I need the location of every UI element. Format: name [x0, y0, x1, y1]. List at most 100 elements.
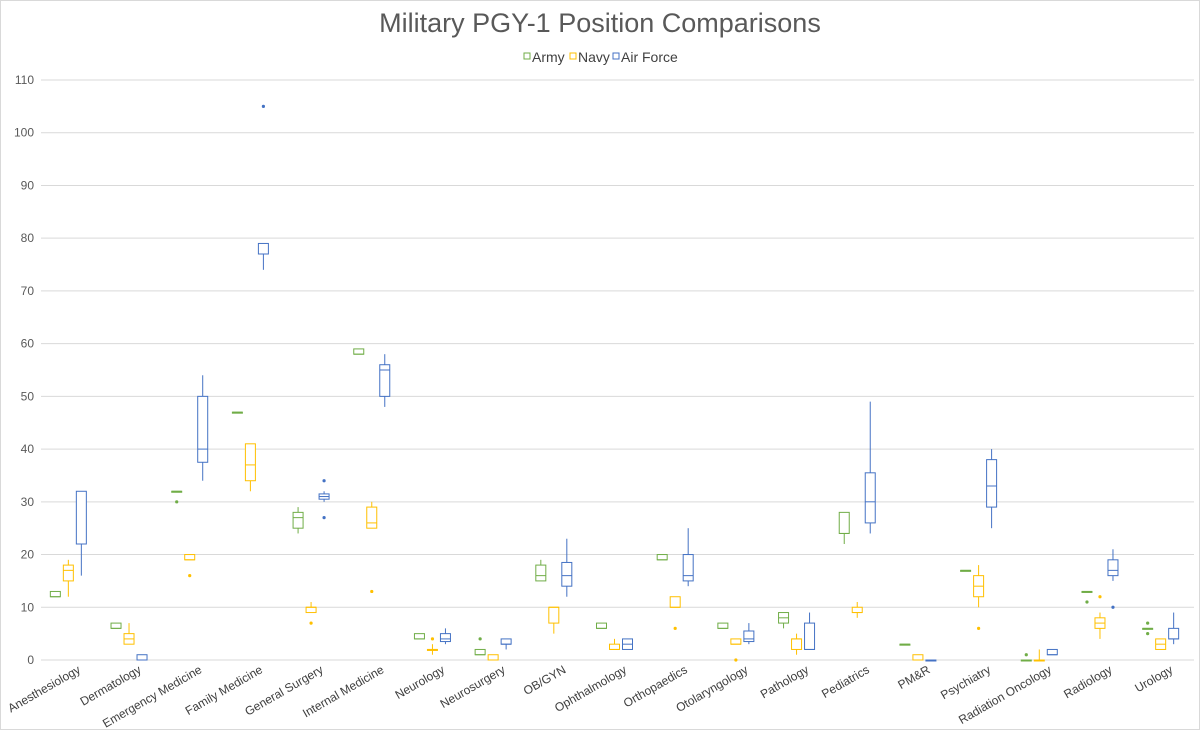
box-iqr	[244, 443, 256, 482]
x-tick-label: Pediatrics	[819, 662, 872, 700]
box-dermatology	[136, 654, 148, 661]
box-emergency-medicine	[197, 375, 209, 481]
x-tick-label: Anesthesiology	[5, 662, 82, 715]
box-pm-r	[899, 643, 911, 646]
box-iqr	[62, 564, 74, 582]
box-radiology	[1107, 549, 1119, 609]
box-iqr	[609, 643, 620, 650]
series-army	[49, 348, 1154, 662]
box-family-medicine	[257, 104, 269, 270]
box-internal-medicine	[353, 348, 365, 355]
y-tick-label: 80	[21, 231, 35, 245]
box-iqr	[912, 654, 924, 661]
box-internal-medicine	[379, 354, 391, 407]
outlier-point	[188, 574, 192, 578]
box-series	[49, 104, 1180, 662]
box-iqr	[730, 638, 742, 645]
x-tick-label: Emergency Medicine	[100, 662, 204, 730]
box-iqr	[535, 564, 547, 582]
box-internal-medicine	[366, 501, 378, 594]
box-iqr	[596, 622, 607, 629]
box-iqr	[136, 654, 148, 661]
legend-entry: Air Force	[621, 49, 678, 65]
box-iqr	[561, 561, 573, 587]
y-tick-label: 20	[21, 548, 35, 562]
box-psychiatry	[973, 565, 985, 630]
box-radiation-oncology	[1020, 653, 1032, 662]
y-tick-label: 110	[15, 73, 34, 87]
box-iqr	[353, 348, 365, 355]
box-radiation-oncology	[1033, 649, 1045, 662]
legend-swatch	[569, 52, 577, 60]
box-neurology	[426, 637, 438, 655]
box-urology	[1168, 612, 1180, 645]
outlier-point	[175, 500, 179, 504]
outlier-point	[1146, 621, 1150, 625]
outlier-point	[1024, 653, 1028, 657]
box-iqr	[49, 590, 61, 598]
chart-title: Military PGY-1 Position Comparisons	[379, 8, 821, 38]
box-iqr	[257, 242, 269, 255]
box-iqr	[669, 596, 681, 608]
box-ob-gyn	[561, 538, 573, 597]
box-radiation-oncology	[1046, 648, 1058, 656]
box-otolaryngology	[730, 638, 742, 662]
box-anesthesiology	[49, 590, 61, 598]
outlier-point	[309, 621, 313, 625]
x-tick-label: Urology	[1132, 662, 1175, 695]
outlier-point	[977, 626, 981, 630]
box-pediatrics	[851, 602, 863, 618]
box-orthopaedics	[669, 596, 681, 630]
box-iqr	[1107, 559, 1119, 577]
box-anesthesiology	[62, 559, 74, 597]
x-tick-label: Psychiatry	[938, 662, 993, 702]
box-urology	[1155, 638, 1167, 650]
box-iqr	[110, 622, 122, 629]
box-pm-r	[925, 659, 937, 662]
box-iqr	[305, 606, 317, 614]
series-air-force	[75, 104, 1180, 662]
box-iqr	[864, 472, 876, 524]
box-iqr	[379, 364, 391, 397]
outlier-point	[1085, 600, 1089, 604]
box-neurology	[439, 628, 451, 645]
box-iqr	[791, 638, 803, 650]
box-neurosurgery	[474, 637, 486, 656]
box-urology	[1142, 621, 1154, 636]
outlier-point	[478, 637, 482, 641]
box-iqr	[292, 511, 304, 529]
y-tick-label: 50	[21, 389, 35, 403]
box-iqr	[366, 506, 378, 529]
outlier-point	[734, 658, 738, 662]
box-pathology	[804, 612, 816, 650]
x-tick-label: PM&R	[895, 662, 932, 692]
box-pm-r	[912, 654, 924, 661]
outlier-point	[261, 104, 265, 108]
gridlines	[41, 79, 1194, 661]
box-anesthesiology	[75, 490, 87, 576]
outlier-point	[673, 626, 677, 630]
y-axis-ticks: 0 10 20 30 40 50 60 70 80 90 100 110	[14, 73, 34, 667]
box-ophthalmology	[622, 638, 633, 650]
box-iqr	[413, 633, 425, 640]
box-iqr	[487, 654, 499, 661]
box-iqr	[986, 459, 998, 508]
y-tick-label: 60	[21, 337, 35, 351]
y-tick-label: 10	[21, 600, 35, 614]
box-general-surgery	[318, 479, 330, 520]
box-iqr	[439, 633, 451, 643]
legend-entry: Navy	[578, 49, 610, 65]
box-dermatology	[110, 622, 122, 629]
box-iqr	[474, 648, 486, 656]
y-tick-label: 40	[21, 442, 35, 456]
box-psychiatry	[986, 449, 998, 529]
box-iqr	[1168, 627, 1180, 640]
outlier-point	[1111, 605, 1115, 609]
outlier-point	[322, 516, 326, 520]
box-emergency-medicine	[171, 490, 183, 504]
box-emergency-medicine	[184, 554, 196, 578]
y-tick-label: 100	[14, 126, 34, 140]
legend: Army Navy Air Force	[523, 49, 678, 65]
